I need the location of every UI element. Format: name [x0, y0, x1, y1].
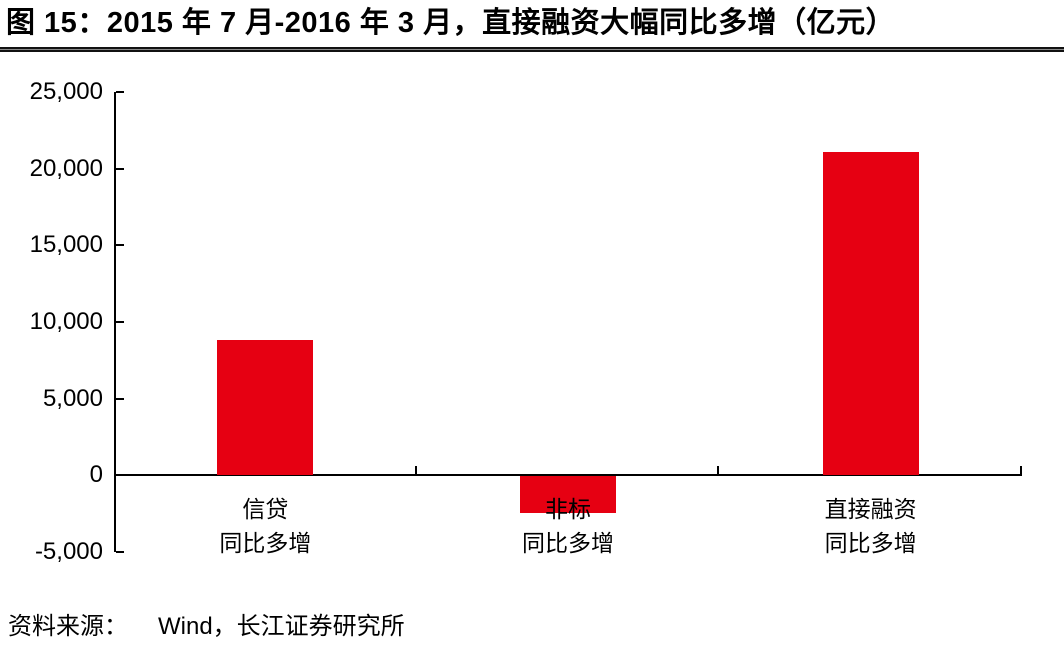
- y-axis-tick: [116, 91, 124, 93]
- y-axis-tick-label: 15,000: [29, 231, 103, 259]
- bar-直接融资: [822, 151, 919, 476]
- y-axis-tick-label: 20,000: [29, 154, 103, 182]
- x-axis-line: [114, 474, 1022, 477]
- y-axis-tick: [116, 551, 124, 553]
- title-divider: [0, 47, 1064, 52]
- x-axis-category-label-line: 信贷: [242, 496, 289, 522]
- x-axis-category-label-line: 同比多增: [219, 530, 312, 556]
- y-axis-tick: [116, 321, 124, 323]
- x-axis-category-label-line: 直接融资: [824, 496, 917, 522]
- figure-title: 图 15：2015 年 7 月-2016 年 3 月，直接融资大幅同比多增（亿元…: [6, 7, 896, 39]
- y-axis-tick: [116, 244, 124, 247]
- x-axis-category-label-line: 非标: [544, 496, 591, 522]
- y-axis-tick-label: 25,000: [29, 78, 103, 105]
- y-axis-line: [114, 92, 116, 552]
- y-axis-tick-label: 10,000: [29, 308, 103, 335]
- y-axis-tick: [116, 167, 124, 170]
- bar-信贷: [217, 340, 314, 476]
- source-line: 资料来源： Wind，长江证券研究所: [8, 612, 405, 642]
- x-axis-category-label-line: 同比多增: [824, 530, 917, 556]
- x-axis-category-label: 非标 同比多增: [417, 492, 720, 560]
- x-axis-tick: [717, 466, 720, 475]
- y-axis-tick-label: 0: [89, 461, 103, 489]
- y-axis-tick-label: 5,000: [42, 384, 103, 412]
- y-axis-tick-label: -5,000: [34, 538, 103, 565]
- x-axis-category-label: 直接融资 同比多增: [719, 492, 1022, 560]
- x-axis-tick: [1020, 466, 1022, 475]
- x-axis-category-label: 信贷 同比多增: [114, 492, 417, 560]
- y-axis-tick: [116, 397, 124, 400]
- source-text: Wind，长江证券研究所: [158, 613, 405, 640]
- x-axis-tick: [414, 466, 417, 475]
- source-prefix: 资料来源：: [8, 613, 128, 640]
- x-axis-category-label-line: 同比多增: [521, 530, 614, 556]
- bar-非标: [520, 476, 616, 514]
